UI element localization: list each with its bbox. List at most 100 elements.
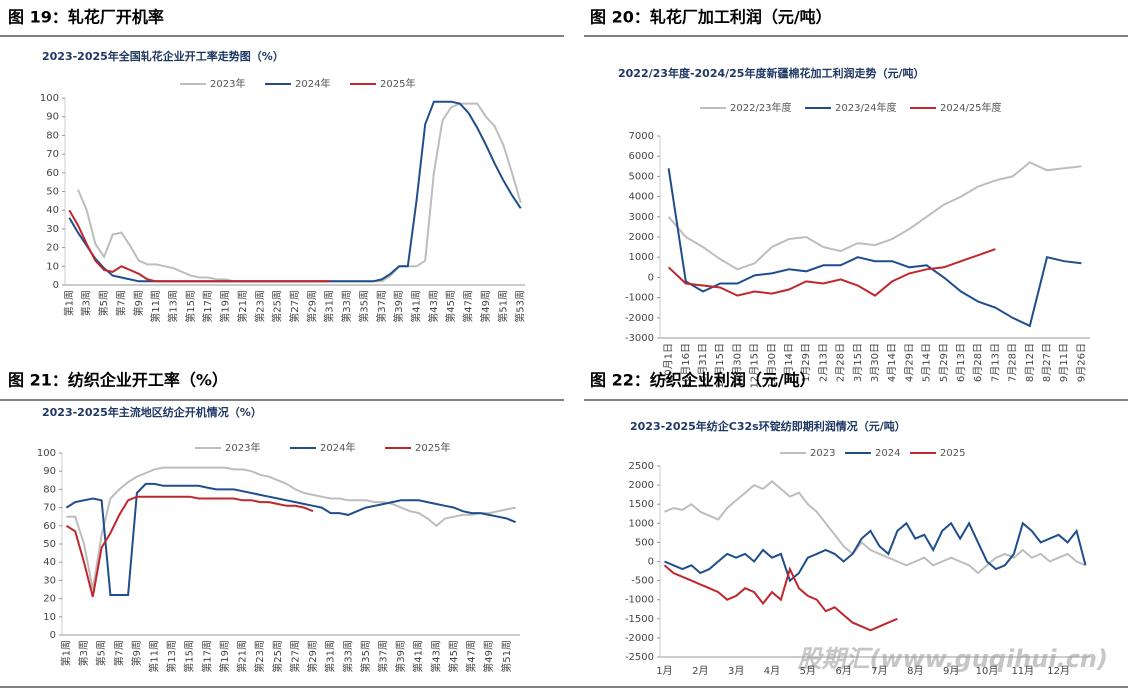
y-tick-label: 0 <box>648 557 654 568</box>
x-tick-label: 2月13日 <box>817 343 829 382</box>
x-tick-label: 10月 <box>976 665 999 677</box>
x-tick-label: 第29周 <box>305 290 318 323</box>
x-tick-label: 第45周 <box>447 640 460 673</box>
x-tick-label: 12月 <box>1047 665 1070 677</box>
x-tick-label: 第3周 <box>77 640 90 666</box>
figure-title: 图 20：轧花厂加工利润（元/吨） <box>590 8 832 27</box>
y-tick-label: 30 <box>46 224 59 235</box>
y-tick-label: 90 <box>46 112 59 123</box>
y-tick-label: 90 <box>43 466 56 477</box>
figure-title: 图 21：纺织企业开工率（%） <box>8 371 228 390</box>
x-tick-label: 第23周 <box>253 290 266 323</box>
x-tick-label: 12月30日 <box>766 343 778 388</box>
x-tick-label: 第51周 <box>500 640 513 673</box>
x-tick-label: 第27周 <box>288 640 301 673</box>
y-tick-label: 10 <box>46 261 59 272</box>
y-tick-label: 2000 <box>629 480 654 491</box>
series-line <box>66 466 516 590</box>
x-tick-label: 第53周 <box>514 290 527 323</box>
x-tick-label: 第21周 <box>236 290 249 323</box>
x-tick-label: 8月12日 <box>1024 343 1036 382</box>
x-tick-label: 第31周 <box>324 640 337 673</box>
x-tick-label: 第35周 <box>357 290 370 323</box>
series-line <box>664 479 1086 575</box>
y-tick-label: 0 <box>53 280 59 291</box>
x-tick-label: 第45周 <box>444 290 457 323</box>
y-tick-label: 0 <box>648 272 654 283</box>
x-tick-label: 第43周 <box>427 290 440 323</box>
x-tick-label: 第9周 <box>132 290 145 316</box>
x-tick-label: 第47周 <box>462 290 475 323</box>
chart-title: 2022/23年度-2024/25年度新疆棉花加工利润走势（元/吨） <box>618 66 924 80</box>
x-tick-label: 第31周 <box>323 290 336 323</box>
legend-label: 2023年 <box>210 77 245 90</box>
x-tick-label: 8月27日 <box>1041 343 1053 382</box>
x-tick-label: 6月28日 <box>972 343 984 382</box>
x-tick-label: 第1周 <box>62 290 75 316</box>
y-tick-label: 1000 <box>629 252 654 263</box>
x-tick-label: 第23周 <box>253 640 266 673</box>
x-tick-label: 5月 <box>800 665 816 677</box>
x-tick-label: 5月29日 <box>938 343 950 382</box>
x-tick-label: 第47周 <box>465 640 478 673</box>
series-line <box>65 495 314 598</box>
x-tick-label: 4月14日 <box>886 343 898 382</box>
series-line <box>667 248 996 297</box>
x-tick-label: 第9周 <box>130 640 143 666</box>
x-tick-label: 第27周 <box>288 290 301 323</box>
chart-title: 2023-2025年全国轧花企业开工率走势图（%） <box>42 49 284 63</box>
x-tick-label: 第41周 <box>412 640 425 673</box>
x-tick-label: 2月28日 <box>835 343 847 382</box>
x-tick-label: 第13周 <box>165 640 178 673</box>
x-tick-label: 9月11日 <box>1058 343 1070 382</box>
x-tick-label: 第7周 <box>112 640 125 666</box>
y-tick-label: 7000 <box>629 131 654 142</box>
x-tick-label: 第25周 <box>271 640 284 673</box>
y-tick-label: 50 <box>43 539 56 550</box>
y-tick-label: 60 <box>46 168 59 179</box>
legend-label: 2023 <box>810 448 835 459</box>
y-tick-label: -1000 <box>625 293 654 304</box>
x-tick-label: 4月29日 <box>903 343 915 382</box>
legend-label: 2024年 <box>320 441 355 454</box>
y-tick-label: 1000 <box>629 518 654 529</box>
x-tick-label: 4月 <box>764 665 780 677</box>
x-tick-label: 7月28日 <box>1007 343 1019 382</box>
x-tick-label: 2月 <box>692 665 708 677</box>
x-tick-label: 第19周 <box>218 640 231 673</box>
y-tick-label: 20 <box>46 243 59 254</box>
x-tick-label: 第25周 <box>271 290 284 323</box>
x-tick-label: 11月 <box>1011 665 1034 677</box>
x-tick-label: 9月26日 <box>1075 343 1087 382</box>
x-tick-label: 第13周 <box>166 290 179 323</box>
x-tick-label: 第5周 <box>97 290 110 316</box>
y-tick-label: 60 <box>43 521 56 532</box>
x-tick-label: 10月31日 <box>697 343 709 388</box>
y-tick-label: 80 <box>43 484 56 495</box>
x-tick-label: 3月 <box>728 665 744 677</box>
y-tick-label: -500 <box>631 576 654 587</box>
x-tick-label: 第19周 <box>219 290 232 323</box>
x-tick-label: 第1周 <box>59 640 72 666</box>
series-line <box>667 168 1082 328</box>
y-tick-label: 40 <box>43 557 56 568</box>
series-line <box>68 209 330 283</box>
watermark: 股期汇(www.guqihui.cn) <box>796 645 1108 673</box>
y-tick-label: 30 <box>43 575 56 586</box>
x-tick-label: 第33周 <box>341 640 354 673</box>
x-tick-label: 第5周 <box>95 640 108 666</box>
y-tick-label: -2000 <box>625 313 654 324</box>
x-tick-label: 第35周 <box>359 640 372 673</box>
series-line <box>77 102 522 283</box>
y-tick-label: 500 <box>635 537 654 548</box>
x-tick-label: 第37周 <box>375 290 388 323</box>
x-tick-label: 第41周 <box>410 290 423 323</box>
x-tick-label: 第33周 <box>340 290 353 323</box>
x-tick-label: 1月29日 <box>800 343 812 382</box>
x-tick-label: 第21周 <box>236 640 249 673</box>
legend-label: 2025 <box>940 448 965 459</box>
legend-label: 2024年 <box>295 77 330 90</box>
x-tick-label: 10月16日 <box>680 343 692 388</box>
x-tick-label: 第39周 <box>392 290 405 323</box>
